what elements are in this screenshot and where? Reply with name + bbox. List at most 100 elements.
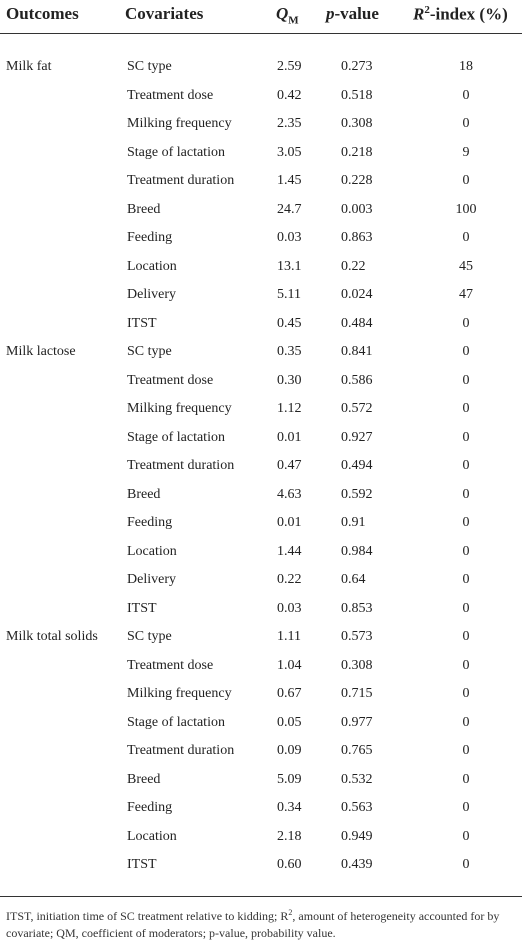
table-row: Milking frequency 1.12 0.572 0	[0, 398, 522, 427]
r2-index-cell: 100	[455, 201, 477, 217]
qm-cell: 5.09	[277, 771, 302, 787]
pvalue-cell: 0.592	[341, 486, 373, 502]
r2-index-cell: 0	[462, 486, 470, 502]
covariate-cell: Feeding	[127, 230, 173, 245]
qm-cell: 5.11	[277, 287, 301, 302]
r2-index-cell: 47	[459, 287, 473, 302]
covariate-cell: Milking frequency	[127, 401, 232, 416]
qm-cell: 2.35	[277, 116, 302, 131]
table-row: ITST 0.03 0.853 0	[0, 598, 522, 627]
covariate-cell: Treatment duration	[127, 743, 235, 758]
pvalue-cell: 0.715	[341, 686, 373, 701]
table-row: Milking frequency 0.67 0.715 0	[0, 683, 522, 712]
qm-cell: 0.05	[277, 714, 302, 730]
pvalue-cell: 0.439	[341, 857, 373, 872]
pvalue-cell: 0.949	[341, 828, 373, 844]
table-row: Delivery 0.22 0.64 0	[0, 569, 522, 598]
covariate-cell: ITST	[127, 857, 157, 872]
header-r2-index: R2-index (%)	[413, 4, 508, 25]
header-r2-sup: 2	[424, 4, 430, 16]
table-row: Feeding 0.01 0.91 0	[0, 512, 522, 541]
results-table: Outcomes Covariates QM p-value R2-index …	[0, 0, 522, 872]
r2-index-cell: 0	[462, 116, 470, 131]
header-pvalue: p-value	[326, 4, 379, 24]
covariate-cell: SC type	[127, 344, 172, 359]
r2-index-cell: 45	[459, 258, 473, 274]
r2-index-cell: 0	[462, 458, 470, 473]
covariate-cell: Breed	[127, 201, 161, 217]
pvalue-cell: 0.532	[341, 771, 373, 787]
table-body: Milk fat SC type 2.59 0.273 18 Treatment dose…	[0, 56, 522, 883]
pvalue-cell: 0.22	[341, 258, 366, 274]
pvalue-cell: 0.586	[341, 372, 373, 388]
r2-index-cell: 0	[462, 629, 470, 644]
table-row: Breed 5.09 0.532 0	[0, 769, 522, 798]
table-footnote: ITST, initiation time of SC treatment re…	[6, 904, 516, 942]
footnote-part2: , amount of heterogeneity accounted for …	[6, 909, 500, 940]
header-qm-letter: Q	[276, 4, 289, 23]
r2-index-cell: 0	[462, 686, 470, 701]
pvalue-cell: 0.003	[341, 201, 373, 217]
qm-cell: 0.03	[277, 230, 302, 245]
pvalue-cell: 0.984	[341, 543, 373, 559]
qm-cell: 1.12	[277, 401, 302, 416]
table-row: Treatment dose 0.42 0.518 0	[0, 85, 522, 114]
table-bottom-rule	[0, 896, 522, 897]
table-row: Breed 24.7 0.003 100	[0, 199, 522, 228]
r2-index-cell: 0	[462, 657, 470, 673]
r2-index-cell: 0	[462, 87, 470, 103]
r2-index-cell: 0	[462, 714, 470, 730]
r2-index-cell: 18	[459, 59, 473, 74]
qm-cell: 1.44	[277, 543, 302, 559]
pvalue-cell: 0.927	[341, 429, 373, 445]
qm-cell: 0.34	[277, 800, 302, 815]
pvalue-cell: 0.273	[341, 59, 373, 74]
qm-cell: 24.7	[277, 201, 302, 217]
covariate-cell: Stage of lactation	[127, 714, 225, 730]
qm-cell: 0.03	[277, 600, 302, 616]
table-row: Stage of lactation 0.05 0.977 0	[0, 712, 522, 741]
qm-cell: 0.22	[277, 572, 302, 587]
table-row: Feeding 0.34 0.563 0	[0, 797, 522, 826]
r2-index-cell: 0	[462, 230, 470, 245]
table-row: Treatment dose 1.04 0.308 0	[0, 655, 522, 684]
pvalue-cell: 0.977	[341, 714, 373, 730]
header-qm: QM	[276, 4, 299, 26]
qm-cell: 1.11	[277, 629, 301, 644]
table-row: Stage of lactation 0.01 0.927 0	[0, 427, 522, 456]
footnote-part1: ITST, initiation time of SC treatment re…	[6, 909, 289, 923]
header-outcomes: Outcomes	[6, 4, 79, 23]
table-row: ITST 0.45 0.484 0	[0, 313, 522, 342]
pvalue-cell: 0.024	[341, 287, 373, 302]
pvalue-cell: 0.853	[341, 600, 373, 616]
covariate-cell: Feeding	[127, 800, 173, 815]
qm-cell: 0.01	[277, 515, 302, 530]
table-row: Milk fat SC type 2.59 0.273 18	[0, 56, 522, 85]
qm-cell: 4.63	[277, 486, 302, 502]
covariate-cell: Treatment dose	[127, 87, 214, 103]
covariate-cell: Stage of lactation	[127, 429, 225, 445]
covariate-cell: SC type	[127, 629, 172, 644]
outcome-cell: Milk total solids	[6, 629, 98, 644]
table-row: Milk lactose SC type 0.35 0.841 0	[0, 341, 522, 370]
qm-cell: 0.60	[277, 857, 302, 872]
pvalue-cell: 0.308	[341, 657, 373, 673]
pvalue-cell: 0.228	[341, 173, 373, 188]
header-pvalue-p: p	[326, 4, 335, 23]
qm-cell: 2.18	[277, 828, 302, 844]
table-row: Feeding 0.03 0.863 0	[0, 227, 522, 256]
pvalue-cell: 0.518	[341, 87, 373, 103]
table-row: Location 13.1 0.22 45	[0, 256, 522, 285]
covariate-cell: Location	[127, 828, 177, 844]
r2-index-cell: 9	[462, 144, 470, 160]
table-row: Milking frequency 2.35 0.308 0	[0, 113, 522, 142]
r2-index-cell: 0	[462, 372, 470, 388]
table-row: ITST 0.60 0.439 0	[0, 854, 522, 883]
qm-cell: 0.09	[277, 743, 302, 758]
r2-index-cell: 0	[462, 429, 470, 445]
footnote-sup: 2	[288, 908, 293, 917]
covariate-cell: Breed	[127, 486, 161, 502]
r2-index-cell: 0	[462, 600, 470, 616]
qm-cell: 3.05	[277, 144, 302, 160]
r2-index-cell: 0	[462, 543, 470, 559]
